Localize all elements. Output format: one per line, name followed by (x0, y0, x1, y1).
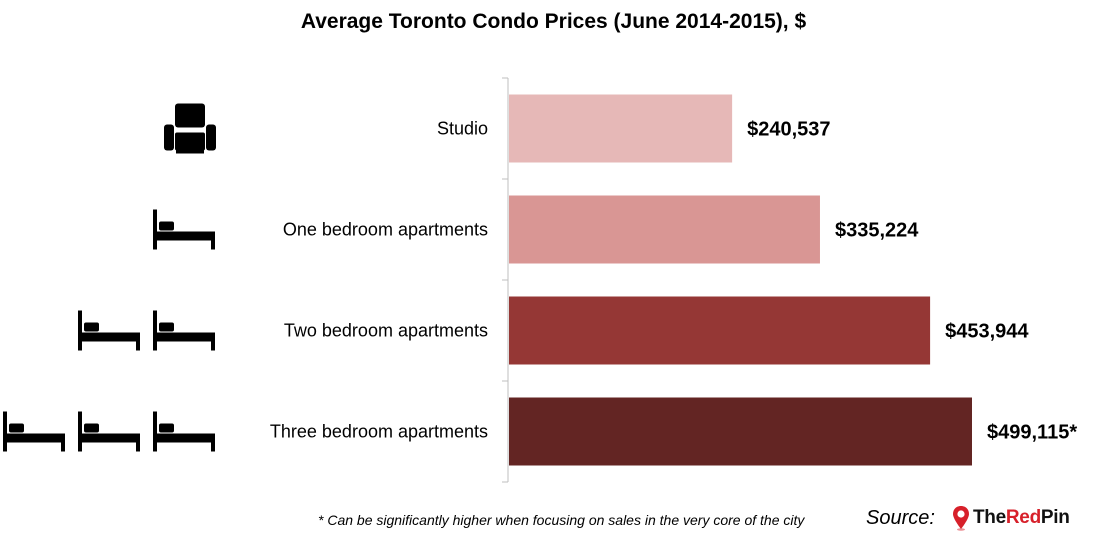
brand-logo: TheRedPin (952, 505, 1070, 531)
data-label: $335,224 (835, 220, 919, 242)
category-label: One bedroom apartments (283, 220, 488, 240)
bar-1 (509, 94, 733, 163)
bar-4 (509, 397, 972, 466)
data-label: $240,537 (747, 119, 830, 141)
bar-2 (509, 195, 820, 264)
bar-3 (509, 296, 931, 365)
armchair-icon (164, 103, 216, 154)
bed-icon (153, 209, 215, 250)
data-label: $453,944 (945, 321, 1029, 343)
bed-icon (153, 411, 215, 452)
bed-icon (3, 411, 65, 452)
brand-name: TheRedPin (973, 507, 1070, 528)
bed-icon (78, 411, 140, 452)
chart-title: Average Toronto Condo Prices (June 2014-… (300, 10, 807, 33)
bed-icon (78, 310, 140, 351)
bed-icon (153, 310, 215, 351)
category-label: Studio (437, 119, 488, 139)
category-label: Two bedroom apartments (284, 321, 488, 341)
footnote: * Can be significantly higher when focus… (318, 512, 805, 528)
source-label: Source: (866, 507, 935, 529)
data-label: $499,115* (987, 422, 1077, 444)
map-pin-icon (953, 506, 969, 531)
category-label: Three bedroom apartments (270, 422, 488, 442)
